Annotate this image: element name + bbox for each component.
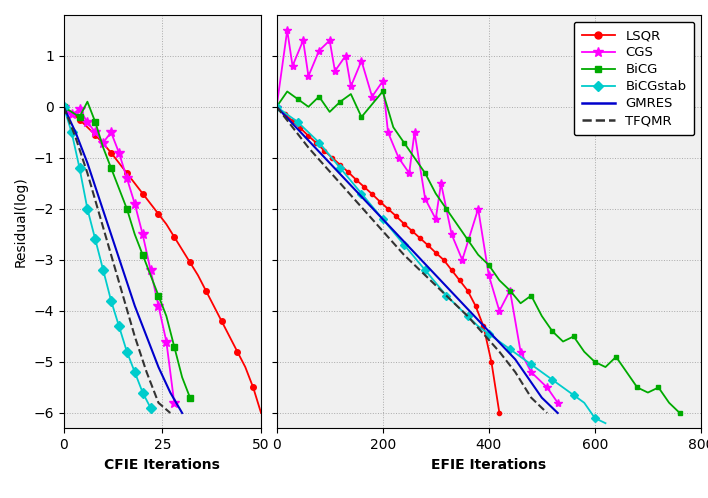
X-axis label: CFIE Iterations: CFIE Iterations — [105, 458, 220, 472]
Y-axis label: Residual(log): Residual(log) — [14, 176, 28, 267]
Legend: LSQR, CGS, BiCG, BiCGstab, GMRES, TFQMR: LSQR, CGS, BiCG, BiCGstab, GMRES, TFQMR — [573, 21, 695, 135]
X-axis label: EFIE Iterations: EFIE Iterations — [431, 458, 547, 472]
